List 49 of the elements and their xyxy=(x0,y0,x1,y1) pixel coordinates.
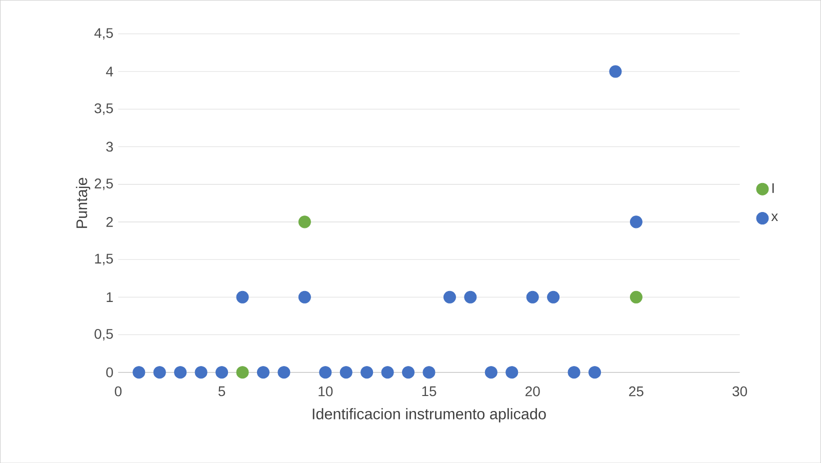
y-tick-label: 2 xyxy=(106,216,113,227)
x-tick-label: 20 xyxy=(526,386,540,396)
y-tick-label: 3,5 xyxy=(94,103,113,115)
point xyxy=(506,366,518,378)
x-tick-label: 15 xyxy=(422,386,436,396)
point xyxy=(609,65,622,78)
x-tick-label: 10 xyxy=(318,386,333,396)
x-axis-title: Identificacion instrumento aplicado xyxy=(312,408,546,422)
point xyxy=(236,366,249,378)
legend-label: I xyxy=(772,183,774,193)
point xyxy=(298,290,311,304)
point xyxy=(484,366,498,378)
x-tick-label: 0 xyxy=(114,386,122,396)
point xyxy=(153,366,166,378)
point xyxy=(194,366,208,378)
point xyxy=(547,290,560,304)
point xyxy=(422,366,436,378)
legend-label: x xyxy=(771,213,778,221)
y-tick-label: 3 xyxy=(106,142,113,152)
point xyxy=(236,290,249,304)
y-tick-label: 4 xyxy=(106,66,114,76)
point xyxy=(526,290,539,304)
point xyxy=(381,366,394,378)
point xyxy=(340,366,352,378)
point xyxy=(216,366,228,378)
point xyxy=(174,366,187,378)
y-axis-title: Puntaje xyxy=(76,178,90,228)
x-tick-label: 5 xyxy=(218,386,226,396)
point xyxy=(360,366,374,378)
point xyxy=(630,216,642,228)
x-tick-label: 25 xyxy=(629,386,644,396)
point xyxy=(298,216,311,228)
y-tick-label: 1,5 xyxy=(95,254,113,266)
y-tick-label: 1 xyxy=(106,292,113,302)
y-tick-label: 0,5 xyxy=(94,328,113,340)
point xyxy=(319,366,332,378)
point xyxy=(402,366,415,378)
x-tick-label: 30 xyxy=(732,386,748,396)
point xyxy=(588,366,602,378)
point xyxy=(132,366,146,378)
y-tick-label: 2,5 xyxy=(94,178,113,190)
point xyxy=(464,290,477,304)
point xyxy=(630,290,642,304)
y-tick-label: 0 xyxy=(106,367,113,378)
point xyxy=(568,366,580,378)
point xyxy=(443,290,456,304)
y-tick-label: 4,5 xyxy=(94,28,113,40)
point xyxy=(278,366,290,378)
point xyxy=(256,366,270,378)
